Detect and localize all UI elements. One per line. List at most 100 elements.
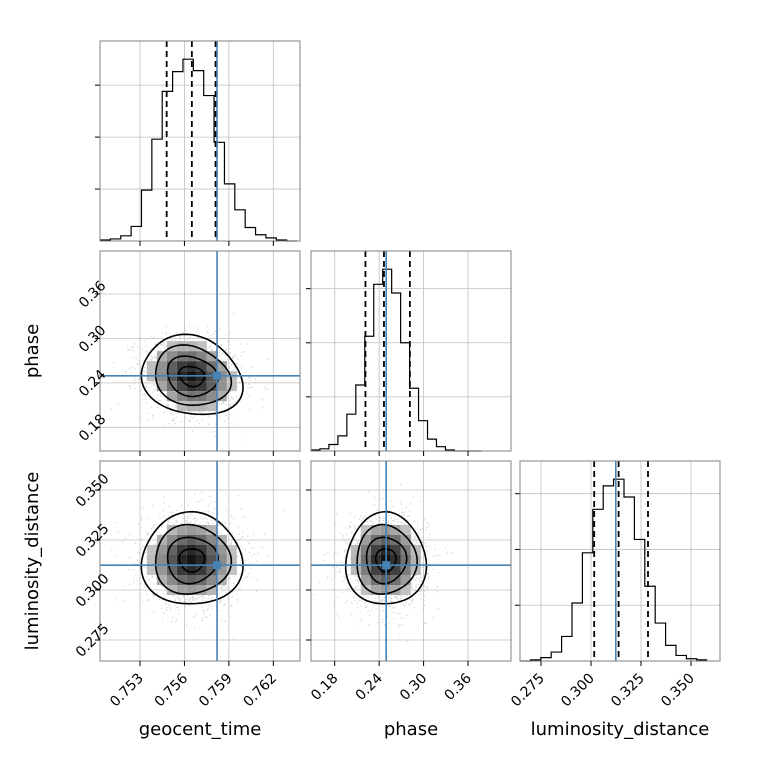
density-cell	[166, 391, 177, 402]
density-cell	[226, 381, 237, 392]
y-tick-label: 0.350	[73, 471, 113, 511]
density-cell	[176, 535, 187, 545]
density-cell	[216, 391, 227, 402]
density-cell	[360, 585, 371, 595]
density-cell	[166, 545, 177, 555]
density-cell	[360, 535, 371, 545]
density-cell	[370, 545, 381, 555]
scatter-samples	[110, 313, 274, 451]
density-cell	[196, 585, 207, 595]
contour-line	[154, 523, 233, 595]
density-cell	[206, 555, 217, 565]
density-cell	[186, 575, 197, 585]
y-axis-label-luminosity_distance: luminosity_distance	[22, 472, 43, 651]
x-tick-label: 0.36	[442, 670, 475, 703]
x-tick-label: 0.325	[608, 671, 648, 711]
density-cell	[206, 391, 217, 402]
density-cell	[176, 555, 187, 565]
x-axis-label-phase: phase	[384, 719, 438, 740]
density-cell	[156, 545, 167, 555]
panel-frame	[519, 460, 721, 662]
panel-frame	[99, 40, 301, 242]
density-cell	[206, 545, 217, 555]
density-cell	[216, 381, 227, 392]
density-cell	[146, 361, 157, 372]
density-cell	[360, 575, 371, 585]
density-cell	[206, 351, 217, 362]
panel-frame	[310, 250, 512, 452]
density-cell	[206, 585, 217, 595]
x-axis-label-geocent_time: geocent_time	[139, 719, 262, 740]
density-cell	[156, 351, 167, 362]
hist-panel-luminosity_distance	[515, 460, 721, 662]
density-cell	[156, 565, 167, 575]
panel-frame	[99, 460, 301, 662]
density-cell	[400, 555, 411, 565]
y-tick-label: 0.18	[76, 411, 109, 444]
hist-step-geocent_time	[100, 58, 298, 242]
panel-luminosity_distance-vs-geocent_time	[99, 460, 301, 662]
density-cell	[350, 555, 361, 565]
density-cell	[196, 381, 207, 392]
hist-step-luminosity_distance	[520, 478, 708, 662]
density-cell	[176, 381, 187, 392]
density-cell	[400, 545, 411, 555]
contour-line	[178, 365, 206, 388]
density-cell	[176, 391, 187, 402]
density-cell	[146, 555, 157, 565]
density-cell	[156, 381, 167, 392]
density-cell	[196, 341, 207, 352]
contour-line	[154, 344, 233, 406]
contour-line	[356, 523, 419, 595]
x-tick-label: 0.18	[308, 671, 341, 704]
density-cell	[216, 361, 227, 372]
density-cell	[370, 575, 381, 585]
density-cell	[166, 575, 177, 585]
density-cell	[410, 545, 421, 555]
density-cell	[206, 525, 217, 535]
density-cell	[146, 565, 157, 575]
density-layer	[110, 313, 274, 451]
contour-line	[166, 536, 219, 585]
density-cell	[370, 535, 381, 545]
density-cell	[196, 565, 207, 575]
density-cell	[216, 555, 227, 565]
density-cell	[206, 401, 217, 412]
density-cell	[370, 565, 381, 575]
panel-phase-vs-geocent_time	[99, 250, 301, 452]
density-cell	[166, 535, 177, 545]
density-cell	[186, 401, 197, 412]
y-tick-label: 0.24	[76, 367, 109, 400]
density-cell	[156, 555, 167, 565]
density-cell	[186, 565, 197, 575]
density-cell	[400, 525, 411, 535]
y-axis-label-phase: phase	[22, 324, 43, 378]
x-tick-label: 0.275	[508, 671, 548, 711]
y-tick-label: 0.36	[76, 278, 109, 311]
density-cell	[226, 565, 237, 575]
density-cell	[206, 575, 217, 585]
density-cell	[176, 545, 187, 555]
density-cell	[156, 575, 167, 585]
hist-step-phase	[311, 268, 482, 452]
density-cell	[390, 565, 401, 575]
density-cell	[400, 575, 411, 585]
density-cell	[166, 565, 177, 575]
density-cell	[176, 585, 187, 595]
density-cell	[196, 391, 207, 402]
truth-marker	[213, 561, 222, 570]
density-cell	[216, 545, 227, 555]
density-cell	[196, 555, 207, 565]
density-cell	[206, 565, 217, 575]
density-cell	[390, 575, 401, 585]
density-cell	[196, 525, 207, 535]
density-cell	[176, 525, 187, 535]
density-cell	[166, 585, 177, 595]
density-cell	[166, 361, 177, 372]
density-cell	[196, 361, 207, 372]
contour-line	[344, 510, 428, 605]
density-cell	[360, 555, 371, 565]
x-tick-label: 0.300	[558, 671, 598, 711]
hist-panel-phase	[306, 250, 512, 452]
